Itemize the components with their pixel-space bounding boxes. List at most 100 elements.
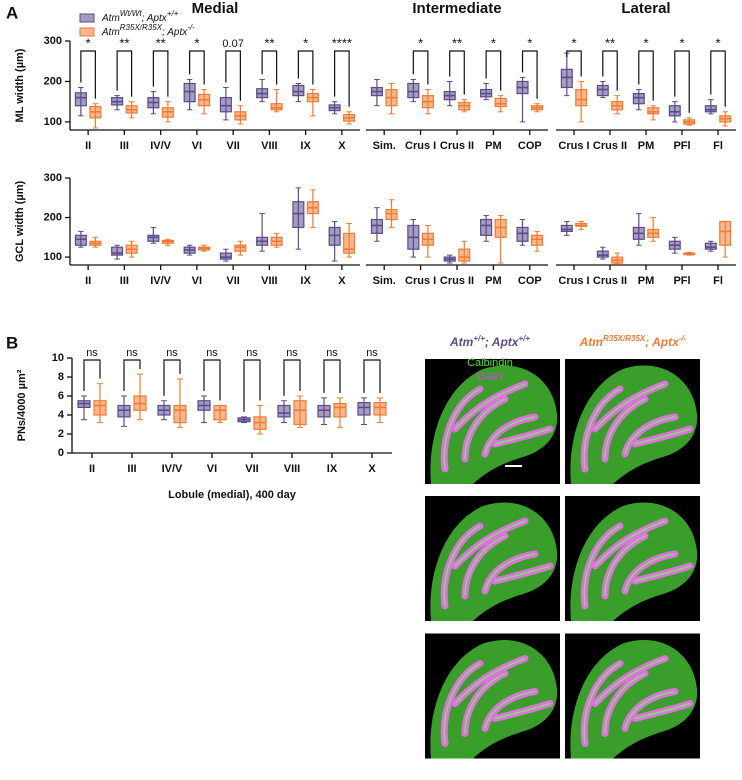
box bbox=[270, 103, 283, 111]
x-tick-label: III bbox=[127, 463, 136, 475]
box bbox=[183, 82, 196, 103]
box bbox=[596, 84, 609, 97]
significance-label: * bbox=[491, 35, 496, 50]
x-tick-label: IX bbox=[300, 275, 311, 287]
text-part: Atm bbox=[101, 13, 120, 24]
significance-label: * bbox=[303, 35, 308, 50]
x-tick-label: COP bbox=[518, 140, 542, 152]
text-part: +/+ bbox=[167, 9, 179, 18]
significance-bracket bbox=[638, 50, 654, 101]
image-label: AtmR35X/R35X; Aptx-/- bbox=[579, 334, 687, 350]
significance-bracket bbox=[323, 359, 341, 393]
text-part: Wt/Wt bbox=[120, 9, 143, 18]
significance-label: ns bbox=[246, 347, 258, 359]
box bbox=[494, 218, 507, 238]
box bbox=[373, 402, 387, 416]
box bbox=[647, 107, 660, 115]
x-tick-label: VI bbox=[207, 463, 217, 475]
text-part: ; Aptx bbox=[485, 335, 520, 349]
y-axis-label: GCL width (µm) bbox=[14, 181, 26, 263]
text-part: ; Aptx bbox=[162, 27, 188, 38]
significance-label: ** bbox=[119, 35, 129, 50]
x-tick-label: VIII bbox=[261, 140, 278, 152]
micrograph bbox=[565, 496, 700, 621]
box bbox=[596, 250, 609, 258]
y-tick-label: 100 bbox=[44, 116, 62, 128]
text-part: -/- bbox=[679, 334, 687, 343]
box bbox=[531, 234, 544, 246]
significance-label: * bbox=[527, 35, 532, 50]
legend-swatch bbox=[79, 27, 95, 37]
box bbox=[343, 232, 356, 254]
box bbox=[111, 246, 124, 256]
box bbox=[74, 234, 87, 246]
significance-label: * bbox=[86, 35, 91, 50]
x-tick-label: Fl bbox=[713, 275, 723, 287]
significance-bracket bbox=[116, 50, 133, 97]
micrograph bbox=[425, 634, 560, 759]
panel-label: A bbox=[6, 3, 18, 22]
text-part: R35X/R35X bbox=[120, 23, 163, 32]
significance-bracket bbox=[163, 359, 181, 396]
image-label: Atm+/+; Aptx+/+ bbox=[449, 334, 530, 350]
significance-label: ** bbox=[156, 35, 166, 50]
y-tick-label: 300 bbox=[44, 35, 62, 47]
box bbox=[277, 404, 291, 418]
box bbox=[458, 248, 471, 262]
significance-bracket bbox=[521, 50, 538, 99]
y-tick-label: 100 bbox=[44, 251, 62, 263]
micrograph bbox=[425, 496, 560, 621]
box bbox=[480, 218, 493, 236]
stain-label: DAPI bbox=[477, 371, 503, 383]
y-axis-label: PNs/4000 µm² bbox=[16, 369, 28, 441]
x-tick-label: Crus II bbox=[440, 275, 474, 287]
box bbox=[494, 97, 507, 108]
significance-bracket bbox=[566, 50, 582, 77]
x-tick-label: Crus II bbox=[440, 140, 474, 152]
box bbox=[668, 105, 681, 117]
significance-bracket bbox=[363, 359, 381, 393]
significance-label: ** bbox=[452, 35, 462, 50]
box bbox=[292, 201, 305, 229]
box bbox=[560, 224, 573, 232]
x-tick-label: X bbox=[368, 463, 376, 475]
x-tick-label: VII bbox=[226, 140, 239, 152]
x-tick-label: IV/V bbox=[150, 140, 171, 152]
box bbox=[219, 252, 232, 260]
x-tick-label: VIII bbox=[284, 463, 301, 475]
x-tick-label: PM bbox=[485, 275, 502, 287]
x-tick-label: III bbox=[120, 140, 129, 152]
x-tick-label: Crus II bbox=[593, 275, 627, 287]
significance-bracket bbox=[80, 50, 96, 99]
significance-label: ** bbox=[264, 35, 274, 50]
y-tick-label: 8 bbox=[58, 371, 64, 383]
x-tick-label: II bbox=[85, 140, 91, 152]
y-tick-label: 2 bbox=[58, 428, 64, 440]
box bbox=[407, 82, 420, 99]
significance-bracket bbox=[83, 359, 101, 391]
y-tick-label: 200 bbox=[44, 211, 62, 223]
box bbox=[370, 218, 383, 234]
panel-label: B bbox=[6, 333, 18, 352]
text-part: Atm bbox=[449, 335, 474, 349]
box bbox=[704, 242, 717, 250]
significance-bracket bbox=[189, 50, 205, 85]
x-tick-label: II bbox=[89, 463, 95, 475]
micrograph bbox=[565, 359, 700, 484]
box bbox=[292, 84, 305, 97]
box bbox=[317, 404, 331, 418]
significance-label: 0.07 bbox=[222, 38, 243, 50]
y-tick-label: 300 bbox=[44, 172, 62, 184]
x-tick-label: PM bbox=[638, 275, 655, 287]
y-tick-label: 6 bbox=[58, 390, 64, 402]
text-part: Atm bbox=[101, 27, 120, 38]
box bbox=[213, 404, 227, 421]
significance-label: ns bbox=[286, 347, 298, 359]
x-tick-label: PFl bbox=[673, 275, 690, 287]
significance-label: ns bbox=[326, 347, 338, 359]
x-tick-label: Crus II bbox=[593, 140, 627, 152]
x-tick-label: X bbox=[338, 140, 346, 152]
x-tick-label: VI bbox=[192, 275, 202, 287]
x-tick-label: IX bbox=[327, 463, 338, 475]
